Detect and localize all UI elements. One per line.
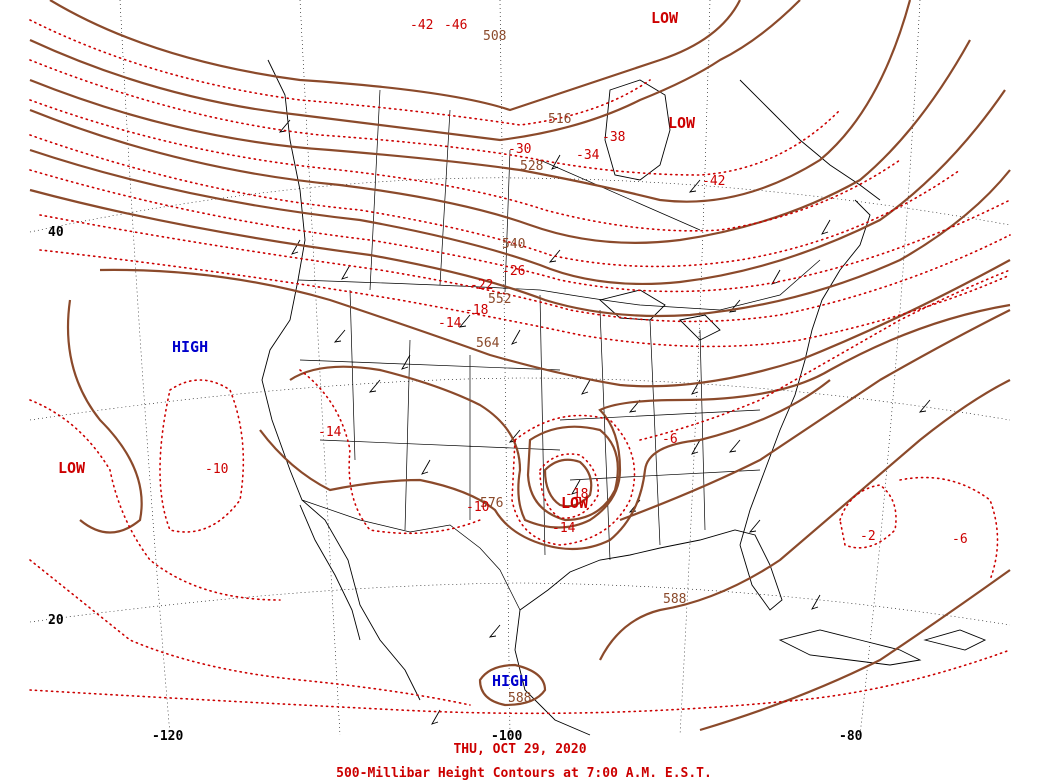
- height-label: 552: [488, 292, 511, 307]
- high-center: HIGH: [172, 338, 208, 356]
- height-label: 564: [476, 336, 500, 351]
- temp-label: -18: [465, 303, 488, 318]
- temperature-contours: [29, 19, 1011, 715]
- temp-label: -6: [952, 532, 968, 547]
- parallel-20: [29, 582, 1011, 626]
- meridian-120: [119, 0, 171, 736]
- meridian-90: [679, 0, 711, 736]
- lon-label: -100: [491, 729, 522, 744]
- temp-label: -46: [444, 18, 467, 33]
- height-label: 588: [663, 592, 686, 607]
- labrador-coast: [739, 79, 881, 201]
- coastlines: [261, 59, 987, 736]
- temp-label: -18: [565, 487, 588, 502]
- pacific-coast: [261, 59, 421, 701]
- low-center: LOW: [651, 9, 679, 27]
- meridian-100: [499, 0, 511, 736]
- pressure-centers: LOW LOW LOW LOW HIGH HIGH: [58, 9, 696, 690]
- us-canada-border: [297, 259, 821, 311]
- gulf-coast: [519, 529, 783, 611]
- low-center: LOW: [58, 459, 86, 477]
- height-labels: 508 516 528 540 552 564 576 588 588: [476, 29, 686, 706]
- state-lines-west: [299, 289, 561, 556]
- atlantic-coast: [739, 199, 871, 546]
- temp-label: -14: [552, 521, 576, 536]
- temp-label: -14: [438, 316, 462, 331]
- low-center: LOW: [561, 494, 589, 512]
- height-label: 576: [480, 496, 503, 511]
- temp-label: -26: [502, 264, 525, 279]
- temp-label: -10: [466, 500, 489, 515]
- low-center: LOW: [668, 114, 696, 132]
- lon-label: -120: [152, 729, 183, 744]
- lat-label: 20: [48, 613, 64, 628]
- hispaniola: [923, 629, 987, 651]
- map-footer: THU, OCT 29, 2020 500-Millibar Height Co…: [336, 742, 712, 780]
- temp-label: -14: [318, 425, 342, 440]
- temp-label: -6: [662, 432, 678, 447]
- temp-label: -10: [205, 462, 228, 477]
- canada-provinces: [369, 89, 701, 293]
- hudson-bay: [604, 79, 671, 181]
- cuba: [778, 629, 922, 666]
- temperature-labels: -42 -46 -38 -34 -30 -42 -26 -22 -18 -14 …: [205, 18, 968, 547]
- height-label: 540: [502, 237, 525, 252]
- temp-label: -2: [860, 529, 876, 544]
- map-date: THU, OCT 29, 2020: [453, 742, 586, 757]
- temp-label: -42: [702, 174, 725, 189]
- temp-label: -42: [410, 18, 433, 33]
- baja-peninsula: [299, 504, 361, 641]
- height-label: 508: [483, 29, 506, 44]
- us-mexico-border: [301, 499, 521, 611]
- parallel-30: [29, 377, 1011, 421]
- height-contours: [29, 0, 1011, 732]
- lat-label: 40: [48, 225, 64, 240]
- coordinate-labels: 40 20 -120 -100 -80: [48, 225, 863, 744]
- height-label: 588: [508, 691, 531, 706]
- meridian-80: [859, 0, 921, 736]
- temp-label: -38: [602, 130, 625, 145]
- wind-barbs: [278, 119, 931, 725]
- state-lines-east: [559, 309, 761, 561]
- high-center: HIGH: [492, 672, 528, 690]
- temp-label: -22: [470, 278, 493, 293]
- graticule: [29, 0, 1011, 736]
- temp-label: -34: [576, 148, 600, 163]
- map-title: 500-Millibar Height Contours at 7:00 A.M…: [336, 766, 712, 780]
- height-label: 528: [520, 159, 543, 174]
- lon-label: -80: [839, 729, 863, 744]
- temp-label: -30: [508, 142, 531, 157]
- mexico-east-coast: [514, 609, 591, 736]
- height-label: 516: [548, 112, 571, 127]
